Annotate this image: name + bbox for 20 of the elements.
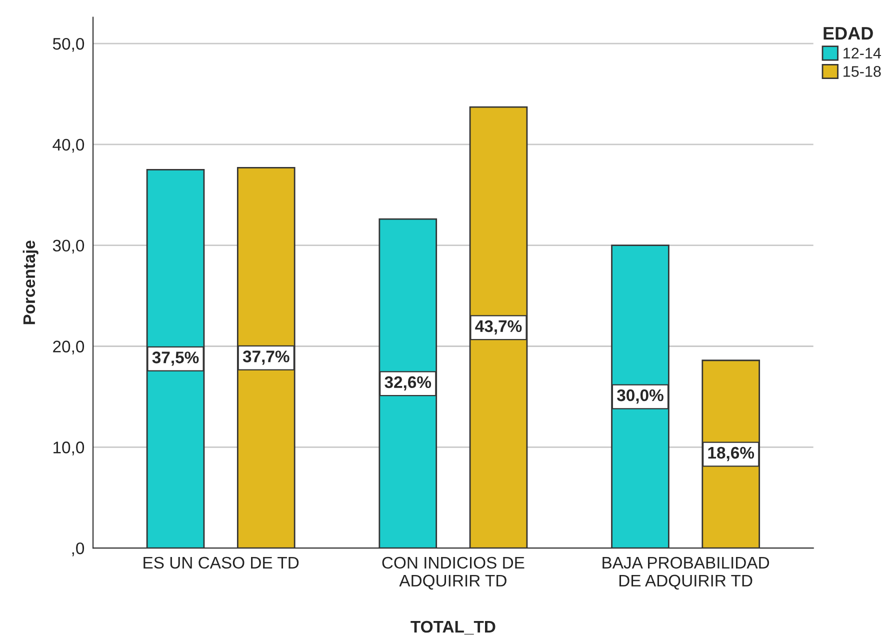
data-label: 37,5% (152, 352, 199, 366)
x-tick-label: ES UN CASO DE TD (144, 556, 299, 569)
y-tick-label: ,0 (72, 542, 84, 556)
y-tick-label: 20,0 (53, 340, 84, 354)
x-tick-label: CON INDICIOS DE ADQUIRIR TD (382, 556, 524, 590)
data-label: 32,6% (384, 376, 432, 390)
y-tick-label: 30,0 (52, 240, 84, 254)
y-tick-label: 10,0 (54, 442, 84, 456)
data-label: 30,0% (616, 389, 664, 404)
y-tick-label: 40,0 (52, 138, 84, 153)
x-axis-title: TOTAL_TD (410, 620, 496, 635)
legend-label: 15-18 (844, 66, 881, 77)
y-tick-label: 50,0 (52, 38, 84, 52)
x-tick-label: BAJA PROBABILIDAD DE ADQUIRIR TD (602, 556, 770, 590)
data-label: 18,6% (708, 446, 754, 462)
legend-label: 12-14 (844, 48, 882, 58)
legend-title: EDAD (824, 27, 873, 40)
data-label: 37,7% (242, 350, 290, 365)
y-axis-title: Porcentaje (22, 240, 38, 324)
data-label: 43,7% (475, 320, 522, 334)
